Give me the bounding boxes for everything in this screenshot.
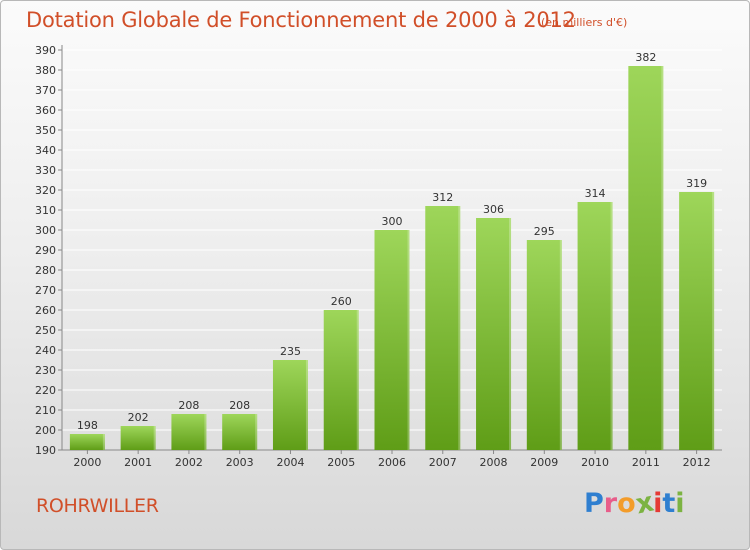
x-tick-label-2003: 2003 bbox=[226, 456, 254, 469]
bar-2012 bbox=[679, 192, 715, 450]
bar-2010 bbox=[577, 202, 613, 450]
value-label-2010: 314 bbox=[585, 187, 606, 200]
x-tick-label-2000: 2000 bbox=[73, 456, 101, 469]
logo-letter: i bbox=[675, 488, 685, 519]
y-tick-label: 360 bbox=[35, 104, 56, 117]
y-tick-label: 270 bbox=[35, 284, 56, 297]
logo-letter: P bbox=[584, 488, 604, 519]
x-tick-label-2001: 2001 bbox=[124, 456, 152, 469]
bar-highlight bbox=[305, 360, 308, 450]
x-tick-label-2012: 2012 bbox=[683, 456, 711, 469]
y-tick-label: 320 bbox=[35, 184, 56, 197]
bar-highlight bbox=[102, 434, 105, 450]
bar-2005 bbox=[323, 310, 359, 450]
y-tick-label: 280 bbox=[35, 264, 56, 277]
x-tick-label-2006: 2006 bbox=[378, 456, 406, 469]
bar-2011 bbox=[628, 66, 664, 450]
bar-highlight bbox=[509, 218, 512, 450]
bar-2004 bbox=[272, 360, 308, 450]
chart-subtitle: (en milliers d'€) bbox=[541, 16, 628, 29]
y-tick-label: 230 bbox=[35, 364, 56, 377]
y-tick-label: 190 bbox=[35, 444, 56, 457]
bar-2009 bbox=[526, 240, 562, 450]
y-tick-label: 340 bbox=[35, 144, 56, 157]
y-tick-label: 330 bbox=[35, 164, 56, 177]
logo-letter: t bbox=[662, 488, 676, 519]
value-label-2009: 295 bbox=[534, 225, 555, 238]
x-tick-label-2007: 2007 bbox=[429, 456, 457, 469]
y-tick-label: 300 bbox=[35, 224, 56, 237]
bar-2006 bbox=[374, 230, 410, 450]
bar-highlight bbox=[204, 414, 207, 450]
value-label-2004: 235 bbox=[280, 345, 301, 358]
value-label-2006: 300 bbox=[382, 215, 403, 228]
labels: 190 200 210 220 230 240 250 260 270 280 290 300 310 3… bbox=[35, 44, 711, 469]
bar-highlight bbox=[458, 206, 461, 450]
proxiti-logo[interactable]: Proxiti bbox=[584, 487, 685, 521]
bar-2003 bbox=[222, 414, 258, 450]
bar-highlight bbox=[559, 240, 562, 450]
bar-2008 bbox=[476, 218, 512, 450]
x-tick-label-2009: 2009 bbox=[530, 456, 558, 469]
x-tick-label-2008: 2008 bbox=[480, 456, 508, 469]
bar-highlight bbox=[356, 310, 359, 450]
bar-highlight bbox=[712, 192, 715, 450]
value-label-2011: 382 bbox=[635, 51, 656, 64]
value-label-2003: 208 bbox=[229, 399, 250, 412]
logo-letter: i bbox=[653, 488, 663, 519]
bar-highlight bbox=[610, 202, 613, 450]
chart-title: Dotation Globale de Fonctionnement de 20… bbox=[26, 8, 576, 32]
bar-2007 bbox=[425, 206, 461, 450]
y-tick-label: 240 bbox=[35, 344, 56, 357]
bar-highlight bbox=[407, 230, 410, 450]
y-tick-label: 310 bbox=[35, 204, 56, 217]
commune-name: ROHRWILLER bbox=[36, 495, 159, 517]
value-label-2007: 312 bbox=[432, 191, 453, 204]
y-tick-label: 260 bbox=[35, 304, 56, 317]
logo-letter: o bbox=[617, 488, 636, 519]
y-tick-label: 200 bbox=[35, 424, 56, 437]
value-label-2002: 208 bbox=[178, 399, 199, 412]
x-tick-label-2005: 2005 bbox=[327, 456, 355, 469]
x-tick-label-2010: 2010 bbox=[581, 456, 609, 469]
bars bbox=[69, 66, 715, 450]
y-tick-label: 250 bbox=[35, 324, 56, 337]
x-tick-label-2004: 2004 bbox=[276, 456, 304, 469]
bar-2002 bbox=[171, 414, 207, 450]
y-tick-label: 350 bbox=[35, 124, 56, 137]
x-tick-label-2002: 2002 bbox=[175, 456, 203, 469]
bar-2001 bbox=[120, 426, 156, 450]
bar-2000 bbox=[69, 434, 105, 450]
y-tick-label: 370 bbox=[35, 84, 56, 97]
y-tick-label: 290 bbox=[35, 244, 56, 257]
y-tick-label: 210 bbox=[35, 404, 56, 417]
value-label-2012: 319 bbox=[686, 177, 707, 190]
logo-letter: r bbox=[603, 488, 618, 519]
bar-highlight bbox=[661, 66, 664, 450]
x-tick-label-2011: 2011 bbox=[632, 456, 660, 469]
value-label-2008: 306 bbox=[483, 203, 504, 216]
y-tick-label: 390 bbox=[35, 44, 56, 57]
value-label-2000: 198 bbox=[77, 419, 98, 432]
value-label-2001: 202 bbox=[128, 411, 149, 424]
bar-highlight bbox=[153, 426, 156, 450]
y-tick-label: 220 bbox=[35, 384, 56, 397]
value-label-2005: 260 bbox=[331, 295, 352, 308]
bar-highlight bbox=[255, 414, 258, 450]
y-tick-label: 380 bbox=[35, 64, 56, 77]
